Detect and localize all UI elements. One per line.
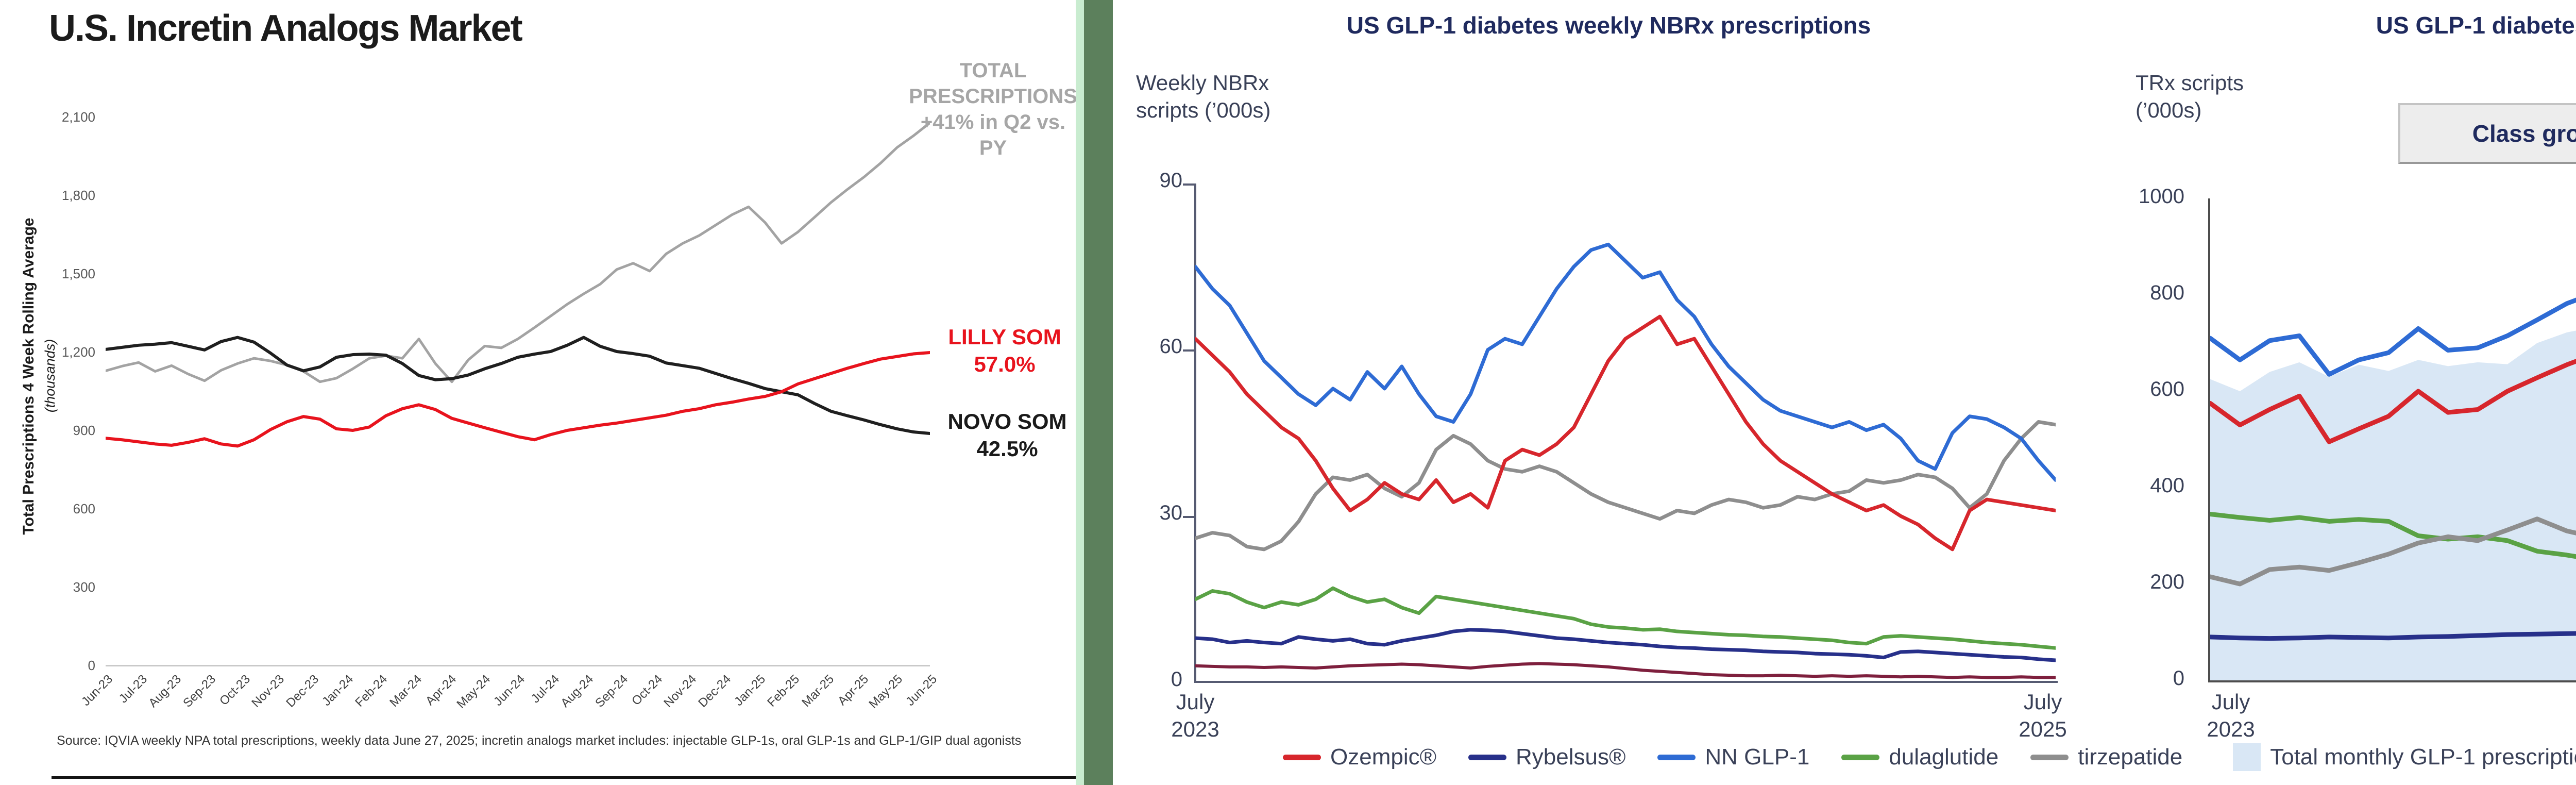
middle-x-label-left: July 2023 bbox=[1171, 690, 1219, 741]
middle-x-label-right: July 2025 bbox=[2019, 690, 2067, 741]
right-chart-plot bbox=[2210, 198, 2576, 680]
right-left-tick: 800 bbox=[2150, 281, 2184, 304]
series-line-Rybelsus® bbox=[2210, 633, 2576, 640]
legend-item-nn-glp1: NN GLP-1 bbox=[1657, 744, 1809, 770]
legend: Ozempic® Rybelsus® NN GLP-1 dulaglutide … bbox=[1283, 743, 2576, 771]
right-x-axis-line bbox=[2208, 680, 2576, 682]
lilly-som-annotation: LILLY SOM 57.0% bbox=[948, 325, 1061, 376]
ozempic-line-swatch bbox=[1283, 754, 1321, 760]
left-y-tick: 900 bbox=[73, 423, 95, 438]
middle-y-tickmark bbox=[1183, 516, 1194, 518]
left-y-tick: 600 bbox=[73, 501, 95, 516]
middle-x-axis-line bbox=[1194, 681, 2058, 683]
nn-glp1-line-swatch bbox=[1657, 754, 1696, 760]
series-line-dulaglutide bbox=[1195, 588, 2056, 648]
novo-som-annotation: NOVO SOM 42.5% bbox=[947, 409, 1067, 461]
legend-label-total-prescriptions: Total monthly GLP-1 prescriptions bbox=[2270, 744, 2576, 770]
left-y-axis-title: Total Prescriptions 4 Week Rolling Avera… bbox=[20, 218, 37, 535]
series-line-Lilly SOM 57.0% bbox=[106, 353, 930, 446]
tirzepatide-line-swatch bbox=[2030, 754, 2069, 760]
left-chart-plot bbox=[106, 118, 930, 666]
right-left-tick: 400 bbox=[2150, 474, 2184, 497]
left-y-tick: 0 bbox=[88, 658, 95, 673]
left-y-axis-subtitle: (thousands) bbox=[42, 339, 58, 413]
legend-item-tirzepatide: tirzepatide bbox=[2030, 744, 2182, 770]
right-left-axis-line bbox=[2208, 198, 2210, 682]
series-line-dulaglutide bbox=[2210, 514, 2576, 592]
total-prescriptions-area bbox=[2210, 330, 2576, 680]
class-growth-badge: Class growth ~15% bbox=[2398, 103, 2576, 164]
middle-y-tick: 60 bbox=[1159, 335, 1183, 358]
dulaglutide-line-swatch bbox=[1841, 754, 1880, 760]
middle-y-axis-header: Weekly NBRx scripts (’000s) bbox=[1136, 71, 1271, 122]
middle-chart-plot bbox=[1195, 183, 2056, 682]
rybelsus-line-swatch bbox=[1468, 754, 1507, 760]
legend-label-tirzepatide: tirzepatide bbox=[2078, 744, 2183, 770]
left-chart-title: U.S. Incretin Analogs Market bbox=[49, 8, 523, 49]
legend-label-ozempic: Ozempic® bbox=[1330, 744, 1437, 770]
right-y-axis-header-left: TRx scripts (’000s) bbox=[2136, 71, 2244, 122]
right-left-tick: 600 bbox=[2150, 378, 2184, 400]
right-left-tick: 1000 bbox=[2139, 185, 2184, 208]
divider-green-bar bbox=[1084, 0, 1113, 785]
legend-label-rybelsus: Rybelsus® bbox=[1516, 744, 1626, 770]
legend-item-total-prescriptions: Total monthly GLP-1 prescriptions bbox=[2233, 743, 2576, 771]
series-line-Total prescriptions (+41% in Q2 vs. PY) bbox=[106, 123, 930, 382]
left-y-tick: 1,500 bbox=[61, 266, 95, 281]
left-y-tick: 1,200 bbox=[61, 344, 95, 360]
left-x-axis-line bbox=[106, 665, 930, 666]
source-note: Source: IQVIA weekly NPA total prescript… bbox=[57, 733, 1022, 748]
series-line-Novo SOM 42.5% bbox=[106, 338, 930, 433]
series-line-unlabeled bbox=[1195, 663, 2056, 677]
series-line-NN GLP-1 bbox=[2210, 278, 2576, 374]
legend-label-nn-glp1: NN GLP-1 bbox=[1705, 744, 1810, 770]
middle-y-axis-line bbox=[1194, 183, 1196, 682]
middle-y-tick: 30 bbox=[1159, 502, 1183, 524]
middle-chart-title: US GLP-1 diabetes weekly NBRx prescripti… bbox=[1346, 12, 1871, 39]
divider-mint-strip bbox=[1076, 0, 1084, 785]
series-line-Rybelsus® bbox=[1195, 630, 2056, 660]
right-x-label-left: July 2023 bbox=[2207, 690, 2255, 741]
right-chart-title: US GLP-1 diabetes TRx market share bbox=[2376, 12, 2576, 39]
total-prescriptions-area-swatch bbox=[2233, 743, 2261, 771]
middle-y-tickmark bbox=[1183, 183, 1194, 186]
left-panel-bottom-border bbox=[52, 776, 1077, 779]
legend-item-rybelsus: Rybelsus® bbox=[1468, 744, 1625, 770]
total-prescriptions-annotation: TOTAL PRESCRIPTIONS +41% in Q2 vs. PY bbox=[909, 59, 1077, 159]
middle-y-tick: 0 bbox=[1171, 668, 1182, 691]
series-line-tirzepatide bbox=[1195, 422, 2056, 549]
right-left-tick: 0 bbox=[2173, 667, 2184, 690]
series-line-Ozempic® bbox=[2210, 331, 2576, 442]
middle-y-tick: 90 bbox=[1159, 169, 1183, 192]
left-y-tick: 2,100 bbox=[61, 109, 95, 125]
middle-y-tickmark bbox=[1183, 349, 1194, 352]
class-growth-label: Class growth ~15% bbox=[2472, 120, 2576, 147]
legend-item-ozempic: Ozempic® bbox=[1283, 744, 1436, 770]
right-left-tick: 200 bbox=[2150, 571, 2184, 593]
series-line-NN GLP-1 bbox=[1195, 244, 2056, 480]
series-line-tirzepatide bbox=[2210, 348, 2576, 584]
legend-label-dulaglutide: dulaglutide bbox=[1889, 744, 1999, 770]
left-y-tick: 1,800 bbox=[61, 188, 95, 203]
left-y-tick: 300 bbox=[73, 579, 95, 595]
series-line-Ozempic® bbox=[1195, 316, 2056, 549]
legend-item-dulaglutide: dulaglutide bbox=[1841, 744, 1998, 770]
